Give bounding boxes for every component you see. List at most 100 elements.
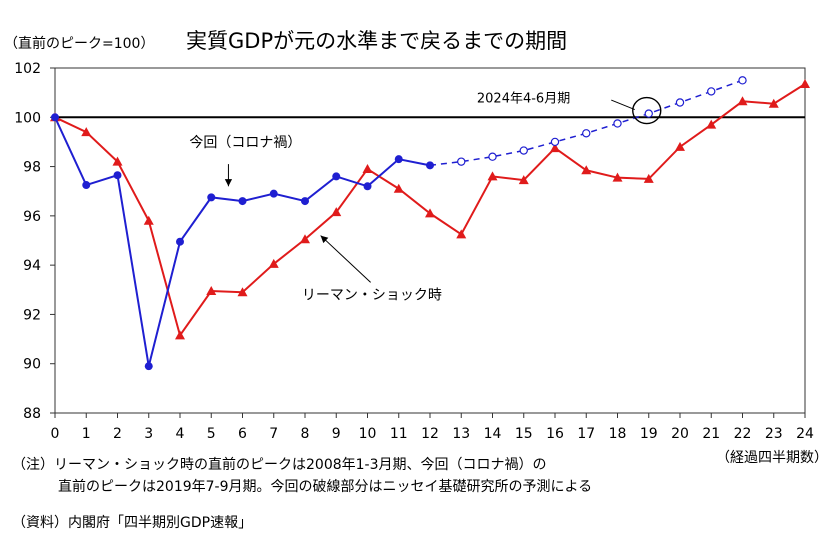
x-tick-label: 12 — [421, 426, 439, 442]
x-tick-label: 20 — [671, 426, 689, 442]
x-tick-label: 17 — [577, 426, 595, 442]
series-point-2 — [643, 173, 654, 183]
x-tick-label: 24 — [796, 426, 814, 442]
series-point-0 — [426, 161, 434, 170]
series-layer — [50, 76, 810, 371]
annotation-lehman: リーマン・ショック時 — [302, 288, 442, 304]
y-tick-label: 88 — [23, 406, 41, 422]
x-tick-label: 1 — [82, 426, 91, 442]
note-line-2: 直前のピークは2019年7-9月期。今回の破線部分はニッセイ基礎研究所の予測によ… — [58, 479, 593, 495]
series-point-2 — [518, 175, 529, 185]
series-point-2 — [581, 165, 592, 175]
x-tick-label: 14 — [484, 426, 502, 442]
series-point-1 — [488, 152, 497, 161]
series-point-0 — [394, 155, 403, 164]
y-tick-label: 96 — [23, 209, 41, 225]
series-point-0 — [207, 193, 216, 202]
annotation-corona-arrowhead — [224, 179, 233, 187]
series-point-0 — [176, 237, 184, 246]
series-point-2 — [800, 79, 810, 89]
series-point-2 — [175, 330, 185, 340]
y-axis: 88 90 92 94 96 98 100 102 — [14, 61, 55, 422]
series-point-0 — [238, 197, 247, 206]
series-point-2 — [456, 229, 467, 239]
x-tick-label: 13 — [452, 426, 470, 442]
series-point-2 — [300, 234, 310, 244]
x-tick-label: 15 — [515, 426, 533, 442]
series-point-2 — [425, 208, 435, 218]
series-point-2 — [81, 127, 92, 137]
y-tick-label: 92 — [23, 307, 41, 323]
annotation-layer: 今回（コロナ禍） リーマン・ショック時 2024年4-6月期 — [189, 92, 662, 304]
x-tick-label: 11 — [390, 426, 408, 442]
x-tick-label: 10 — [359, 426, 377, 442]
x-tick-label: 8 — [301, 426, 310, 442]
x-axis: 0 1 2 3 4 5 6 7 8 9 10 11 12 13 14 15 16 17 18 19 20 21 22 23 24 — [51, 413, 814, 442]
source-note: （資料）内閣府「四半期別GDP速報」 — [12, 515, 253, 531]
series-point-2 — [143, 215, 154, 225]
series-point-0 — [332, 172, 341, 181]
series-point-1 — [613, 119, 622, 128]
annotation-2024q2: 2024年4-6月期 — [477, 92, 570, 107]
x-tick-label: 7 — [269, 426, 278, 442]
series-point-0 — [363, 182, 372, 191]
series-point-0 — [82, 181, 91, 190]
x-tick-label: 21 — [702, 426, 720, 442]
y-tick-label: 94 — [23, 258, 41, 274]
series-point-0 — [301, 197, 309, 206]
x-tick-label: 4 — [176, 426, 185, 442]
series-point-2 — [237, 287, 248, 297]
series-point-0 — [51, 113, 59, 122]
chart-title: 実質GDPが元の水準まで戻るまでの期間 — [186, 29, 567, 53]
plot-area — [54, 67, 806, 414]
series-point-1 — [550, 137, 560, 147]
x-tick-label: 18 — [609, 426, 627, 442]
series-point-2 — [362, 164, 373, 174]
note-line-1: （注）リーマン・ショック時の直前のピークは2008年1-3月期、今回（コロナ禍）… — [12, 457, 547, 473]
series-point-0 — [269, 189, 278, 198]
x-tick-label: 2 — [113, 426, 122, 442]
series-point-1 — [675, 98, 685, 107]
x-tick-label: 9 — [332, 426, 341, 442]
series-point-0 — [144, 362, 153, 371]
series-point-2 — [675, 141, 685, 151]
x-tick-label: 23 — [765, 426, 783, 442]
series-point-2 — [550, 143, 560, 153]
series-point-2 — [331, 207, 342, 217]
annotation-lehman-arrow — [320, 235, 371, 283]
annotation-corona: 今回（コロナ禍） — [189, 135, 301, 151]
x-tick-label: 5 — [207, 426, 216, 442]
series-point-2 — [768, 98, 779, 108]
x-tick-label: 19 — [640, 426, 658, 442]
x-tick-label: 3 — [144, 426, 153, 442]
x-tick-label: 16 — [546, 426, 564, 442]
series-point-2 — [612, 172, 623, 182]
series-point-1 — [707, 87, 716, 96]
series-point-2 — [206, 286, 217, 296]
x-axis-label: （経過四半期数） — [716, 450, 828, 465]
x-tick-label: 0 — [51, 426, 60, 442]
gdp-recovery-chart: （直前のピーク=100） 実質GDPが元の水準まで戻るまでの期間 8890929… — [4, 29, 828, 465]
series-point-2 — [112, 156, 123, 166]
annotation-2024-leader — [611, 99, 635, 111]
x-tick-label: 22 — [734, 426, 752, 442]
series-point-2 — [268, 258, 279, 268]
series-point-1 — [519, 146, 528, 155]
y-tick-label: 102 — [14, 61, 41, 77]
series-point-1 — [738, 76, 747, 85]
series-point-1 — [457, 157, 466, 166]
series-point-0 — [113, 171, 122, 180]
series-point-2 — [393, 183, 404, 193]
series-point-2 — [487, 171, 498, 181]
x-tick-label: 6 — [238, 426, 247, 442]
y-tick-label: 90 — [23, 357, 41, 373]
y-tick-label: 100 — [14, 110, 41, 126]
series-point-1 — [582, 129, 591, 138]
annotation-2024-circle — [632, 96, 662, 125]
annotation-lehman-arrowhead — [320, 235, 329, 244]
y-unit-label: （直前のピーク=100） — [4, 35, 154, 52]
series-point-2 — [737, 96, 748, 106]
series-point-1 — [644, 109, 653, 118]
y-tick-label: 98 — [23, 160, 41, 176]
series-point-2 — [706, 119, 717, 129]
